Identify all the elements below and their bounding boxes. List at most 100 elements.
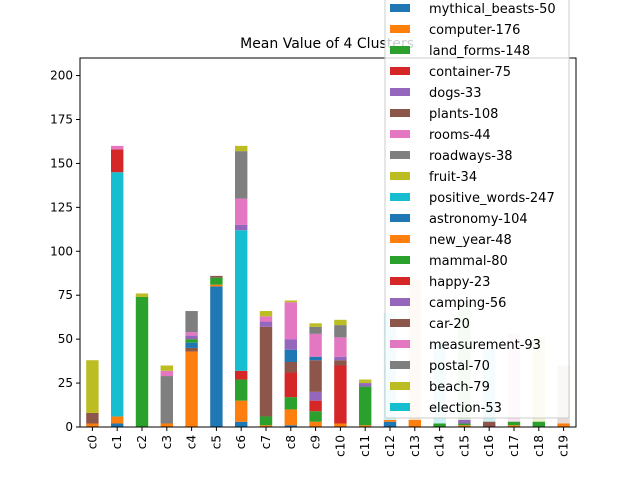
bar-segment-c7-5 xyxy=(259,326,273,417)
bar-segment-c5-5 xyxy=(210,275,223,278)
x-tick-label: c1 xyxy=(110,435,124,449)
legend-label: mammal-80 xyxy=(429,254,508,269)
legend-label: container-75 xyxy=(429,65,511,80)
x-tick-label: c9 xyxy=(309,435,323,449)
legend-swatch xyxy=(390,4,410,12)
legend-box xyxy=(384,0,570,419)
y-tick-label: 100 xyxy=(50,244,73,258)
x-tick-label: c13 xyxy=(408,435,422,457)
bar-segment-c3-16 xyxy=(160,370,173,377)
legend-label: car-20 xyxy=(429,317,470,332)
legend-label: happy-23 xyxy=(429,275,490,290)
bar-segment-c2-18 xyxy=(135,293,149,297)
bar-segment-c8-14 xyxy=(284,339,297,350)
bar-segment-c10-5 xyxy=(334,360,347,366)
legend-swatch xyxy=(390,277,410,285)
legend-swatch xyxy=(390,193,410,201)
legend-swatch xyxy=(390,298,410,306)
bar-segment-c7-18 xyxy=(259,311,273,317)
legend-label: land_forms-148 xyxy=(429,44,530,59)
bar-segment-c8-10 xyxy=(284,349,297,362)
legend-swatch xyxy=(390,25,410,33)
bar-segment-c9-4 xyxy=(309,391,322,401)
legend-label: computer-176 xyxy=(429,23,520,38)
bar-segment-c1-1 xyxy=(111,416,124,424)
legend-label: beach-79 xyxy=(429,380,490,395)
bar-segment-c1-13 xyxy=(111,149,124,173)
legend-swatch xyxy=(390,67,410,75)
bar-segment-c6-17 xyxy=(235,151,248,199)
y-tick-label: 125 xyxy=(50,200,73,214)
bar-segment-c1-0 xyxy=(111,423,124,427)
bar-segment-c9-2 xyxy=(309,411,322,422)
x-tick-label: c19 xyxy=(557,435,571,457)
bar-segment-c8-0 xyxy=(284,425,297,427)
legend-label: camping-56 xyxy=(429,296,506,311)
bar-segment-c6-18 xyxy=(235,145,248,152)
bar-segment-c13-1 xyxy=(408,419,421,427)
legend-label: mythical_beasts-50 xyxy=(429,2,556,17)
legend-label: election-53 xyxy=(429,401,502,416)
bar-segment-c7-2 xyxy=(259,416,273,426)
legend-label: dogs-33 xyxy=(429,86,481,101)
legend-swatch xyxy=(390,88,410,96)
bar-segment-c15-1 xyxy=(458,425,471,427)
x-tick-label: c12 xyxy=(383,435,397,457)
bar-segment-c9-1 xyxy=(309,421,322,427)
y-tick-label: 200 xyxy=(50,69,73,83)
bar-segment-c17-2 xyxy=(507,421,521,426)
bar-segment-c4-12 xyxy=(185,339,198,343)
axes-layer: 0 25 50 75 100 125 150 175 200 c0 c1 c2 c3 c4 c5 c6 c7 c8… xyxy=(50,57,577,457)
bar-segment-c8-1 xyxy=(284,409,297,426)
bar-segment-c17-1 xyxy=(507,425,521,427)
legend-swatch xyxy=(390,361,410,369)
bar-segment-c10-14 xyxy=(334,356,347,361)
bar-segment-c10-18 xyxy=(334,319,347,326)
legend-swatch xyxy=(390,403,410,411)
x-tick-label: c7 xyxy=(259,435,273,449)
bar-segment-c11-18 xyxy=(359,379,372,382)
legend: mythical_beasts-50 computer-176 land_forms… xyxy=(384,0,570,419)
bar-segment-c6-14 xyxy=(235,224,248,231)
bar-segment-c1-16 xyxy=(111,145,124,150)
legend-swatch xyxy=(390,151,410,159)
x-tick-label: c18 xyxy=(532,435,546,457)
bar-segment-c4-10 xyxy=(185,342,198,348)
y-tick-label: 175 xyxy=(50,113,73,127)
x-tick-label: c10 xyxy=(333,435,347,457)
bar-segment-c0-5 xyxy=(86,412,99,424)
bar-segment-c10-17 xyxy=(334,325,347,338)
x-tick-label: c2 xyxy=(135,435,149,449)
bar-segment-c5-0 xyxy=(210,286,223,427)
y-tick-label: 150 xyxy=(50,156,73,170)
x-tick-label: c8 xyxy=(284,435,298,449)
bar-segment-c11-1 xyxy=(359,425,372,427)
bar-segment-c9-18 xyxy=(309,323,322,327)
bar-segment-c6-2 xyxy=(235,379,248,401)
x-tick-label: c0 xyxy=(85,435,99,449)
bar-segment-c10-3 xyxy=(334,365,347,424)
legend-swatch xyxy=(390,256,410,264)
x-tick-label: c17 xyxy=(507,435,521,457)
bar-segment-c4-17 xyxy=(185,311,198,333)
bar-segment-c11-2 xyxy=(359,386,372,426)
bar-segment-c1-9 xyxy=(111,172,124,417)
y-tick-label: 75 xyxy=(58,288,73,302)
legend-label: plants-108 xyxy=(429,107,498,122)
bar-segment-c8-2 xyxy=(284,397,297,410)
bar-segment-c8-16 xyxy=(284,302,297,340)
bar-segment-c8-18 xyxy=(284,300,297,303)
legend-label: measurement-93 xyxy=(429,338,541,353)
legend-swatch xyxy=(390,214,410,222)
legend-swatch xyxy=(390,130,410,138)
y-tick-label: 25 xyxy=(58,376,73,390)
bar-segment-c7-14 xyxy=(259,321,273,327)
bar-segment-c12-1 xyxy=(383,419,397,422)
legend-swatch xyxy=(390,235,410,243)
legend-label: new_year-48 xyxy=(429,233,512,248)
bar-segment-c5-1 xyxy=(210,284,223,287)
x-tick-label: c5 xyxy=(209,435,223,449)
legend-swatch xyxy=(390,340,410,348)
bar-segment-c6-3 xyxy=(235,370,248,380)
x-tick-label: c16 xyxy=(482,435,496,457)
